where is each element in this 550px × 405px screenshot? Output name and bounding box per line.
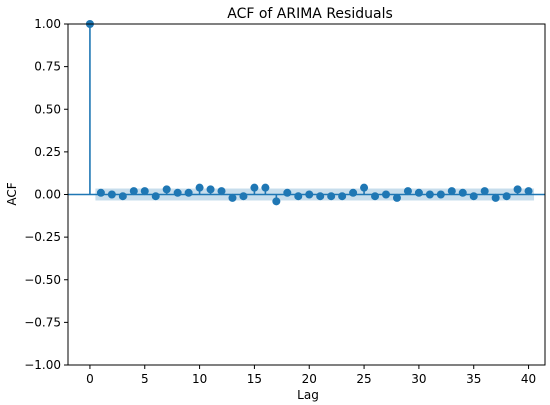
acf-point: [107, 190, 116, 199]
x-tick-label: 30: [411, 372, 426, 386]
acf-point: [316, 192, 325, 201]
acf-point: [491, 193, 500, 202]
acf-point: [382, 190, 390, 199]
y-tick-label: −1.00: [24, 358, 61, 372]
acf-point: [195, 183, 204, 192]
acf-point: [294, 192, 303, 201]
acf-point: [140, 187, 149, 196]
acf-point: [250, 183, 259, 192]
acf-point: [425, 190, 434, 199]
x-tick-label: 40: [521, 372, 536, 386]
y-tick-label: 0.25: [34, 145, 61, 159]
acf-point: [96, 188, 105, 197]
acf-point: [480, 187, 489, 196]
acf-point: [173, 188, 182, 197]
y-tick-label: −0.25: [24, 230, 61, 244]
x-tick-label: 25: [356, 372, 371, 386]
y-tick-label: −0.75: [24, 315, 61, 329]
y-tick-label: −0.50: [24, 273, 61, 287]
acf-point: [436, 190, 445, 199]
acf-point: [447, 187, 456, 196]
acf-point: [184, 188, 193, 197]
acf-point: [151, 192, 160, 201]
y-tick-label: 0.50: [34, 102, 61, 116]
acf-point: [392, 193, 401, 202]
x-tick-label: 35: [466, 372, 481, 386]
y-tick-label: 0.00: [34, 188, 61, 202]
acf-point: [228, 193, 237, 202]
acf-point: [338, 192, 347, 201]
acf-point: [524, 187, 533, 196]
acf-point: [458, 188, 467, 197]
x-axis-label: Lag: [297, 388, 319, 402]
acf-point: [469, 192, 478, 201]
acf-point: [272, 197, 281, 206]
stem-layer: [89, 24, 530, 202]
x-tick-label: 20: [302, 372, 317, 386]
acf-point: [403, 187, 412, 196]
y-axis-label: ACF: [5, 182, 19, 205]
x-tick-layer: 0 5 10 15 20 25 30 35 40: [86, 365, 536, 386]
acf-point: [261, 183, 270, 192]
acf-point: [414, 188, 423, 197]
acf-point: [513, 185, 522, 194]
acf-point: [239, 192, 248, 201]
acf-point: [502, 192, 511, 201]
acf-point: [129, 187, 138, 196]
acf-point: [206, 185, 215, 194]
x-tick-label: 10: [192, 372, 207, 386]
y-tick-layer: −1.00 −0.75 −0.50 −0.25 0.00 0.25 0.50 0.75 1.00: [24, 17, 68, 372]
acf-point: [305, 190, 314, 199]
acf-point: [217, 187, 226, 196]
y-tick-label: 0.75: [34, 60, 61, 74]
acf-point: [349, 188, 358, 197]
acf-point: [283, 188, 292, 197]
acf-point: [118, 192, 127, 201]
x-tick-label: 5: [141, 372, 149, 386]
x-tick-label: 0: [86, 372, 94, 386]
chart-title: ACF of ARIMA Residuals: [227, 6, 393, 22]
acf-point: [327, 192, 336, 201]
acf-point: [360, 183, 369, 192]
y-tick-label: 1.00: [34, 17, 61, 31]
marker-layer: [85, 20, 533, 206]
acf-point: [371, 192, 380, 201]
acf-point: [162, 185, 171, 194]
x-tick-label: 15: [247, 372, 262, 386]
